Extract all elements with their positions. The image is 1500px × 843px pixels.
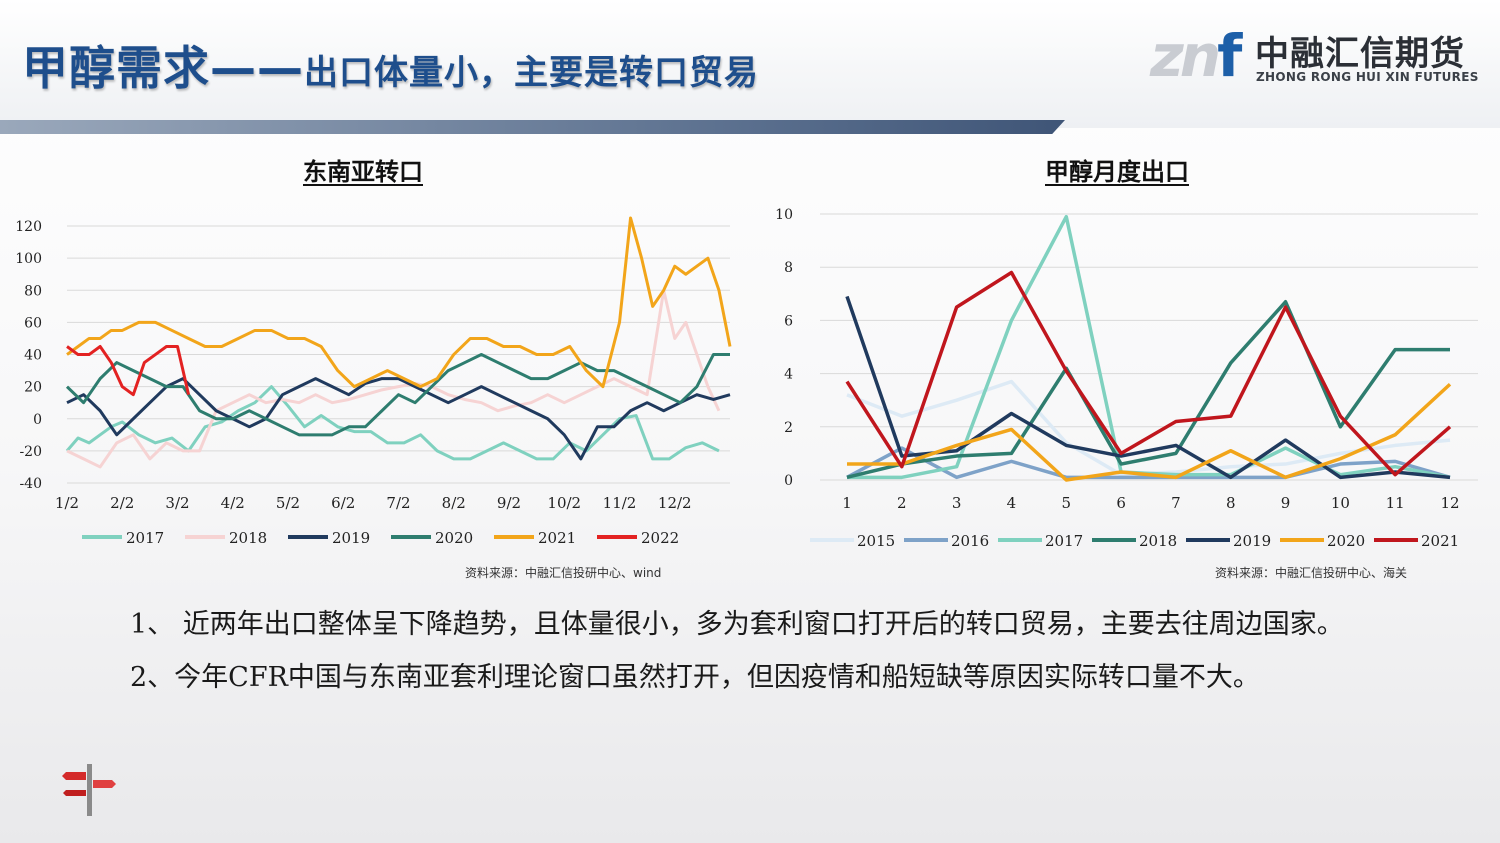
- y-tick-label: 120: [15, 219, 42, 235]
- left-chart: -40 -20 0 20 40 60 80 100 120 1/2 2/2 3/2 4/2 5/2 6/2 7…: [15, 216, 732, 547]
- legend-label: 2015: [857, 532, 895, 550]
- slide-title-sub: 出口体量小，主要是转口贸易: [304, 53, 759, 93]
- x-tick-label: 3: [952, 494, 962, 512]
- y-tick-label: 0: [33, 412, 42, 428]
- series-line-2017: [65, 385, 720, 461]
- bullet-text: 1、 近两年出口整体呈下降趋势，且体量很小，多为套利窗口打开后的转口贸易，主要去…: [130, 598, 1400, 704]
- company-logo: znf 中融汇信期货 ZHONG RONG HUI XIN FUTURES: [1150, 14, 1480, 94]
- y-tick-label: 100: [15, 251, 42, 267]
- logo-icon: znf: [1150, 22, 1242, 90]
- x-tick-label: 8: [1226, 494, 1236, 512]
- y-tick-label: 40: [24, 348, 42, 364]
- header-stripe: [0, 120, 1065, 134]
- x-tick-label: 9: [1281, 494, 1291, 512]
- legend-label: 2020: [435, 529, 473, 547]
- slide-title: 甲醇需求——出口体量小，主要是转口贸易: [22, 32, 759, 102]
- right-chart-title: 甲醇月度出口: [1045, 158, 1189, 186]
- x-tick-label: 12/2: [658, 494, 692, 512]
- x-tick-label: 6: [1116, 494, 1126, 512]
- x-tick-label: 4/2: [221, 494, 245, 512]
- y-tick-label: 80: [24, 283, 42, 299]
- legend-label: 2019: [1233, 532, 1271, 550]
- x-tick-label: 6/2: [331, 494, 355, 512]
- series-line-2015: [846, 379, 1451, 477]
- series-line-2019: [845, 295, 1451, 480]
- y-tick-label: -40: [19, 476, 42, 492]
- logo-en-text: ZHONG RONG HUI XIN FUTURES: [1256, 70, 1479, 84]
- legend-label: 2020: [1327, 532, 1365, 550]
- x-tick-label: 5/2: [276, 494, 300, 512]
- y-tick-label: 0: [784, 473, 793, 489]
- series-line-2020: [65, 353, 730, 437]
- slide-title-main: 甲醇需求——: [22, 41, 304, 95]
- x-tick-label: 2/2: [110, 494, 134, 512]
- series-line-2018: [846, 300, 1450, 480]
- x-tick-label: 7: [1171, 494, 1181, 512]
- bullet-2: 2、今年CFR中国与东南亚套利理论窗口虽然打开，但因疫情和船短缺等原因实际转口量…: [130, 662, 1260, 693]
- y-tick-label: 8: [784, 260, 793, 276]
- y-tick-label: 10: [775, 207, 793, 223]
- header-bar: [0, 0, 1500, 128]
- legend-label: 2021: [538, 529, 576, 547]
- x-tick-label: 5: [1061, 494, 1071, 512]
- x-tick-label: 2: [897, 494, 907, 512]
- legend-label: 2017: [1045, 532, 1083, 550]
- y-tick-label: 2: [784, 420, 793, 436]
- series-line-2020: [847, 382, 1452, 482]
- series-line-2021: [66, 216, 732, 389]
- x-tick-label: 11: [1386, 494, 1405, 512]
- legend-label: 2021: [1421, 532, 1459, 550]
- signpost-icon: [62, 764, 116, 816]
- x-tick-label: 10: [1331, 494, 1350, 512]
- x-tick-label: 11/2: [603, 494, 637, 512]
- x-tick-label: 7/2: [386, 494, 410, 512]
- y-tick-label: 20: [24, 380, 42, 396]
- series-line-2019: [66, 377, 731, 461]
- y-tick-label: 60: [24, 315, 42, 331]
- x-tick-label: 1: [842, 494, 852, 512]
- y-tick-label: 4: [784, 367, 793, 383]
- x-tick-label: 9/2: [497, 494, 521, 512]
- x-tick-label: 4: [1007, 494, 1017, 512]
- legend-label: 2018: [1139, 532, 1177, 550]
- y-tick-label: 6: [784, 313, 793, 329]
- legend-label: 2016: [951, 532, 989, 550]
- left-chart-title: 东南亚转口: [303, 158, 423, 186]
- left-chart-source: 资料来源：中融汇信投研中心、wind: [465, 566, 662, 580]
- series-line-2022: [66, 345, 191, 397]
- legend-label: 2022: [641, 529, 679, 547]
- y-tick-label: -20: [19, 444, 42, 460]
- series-line-2018: [66, 288, 721, 469]
- series-line-2021: [845, 270, 1452, 477]
- logo-cn-text: 中融汇信期货: [1255, 34, 1465, 74]
- legend-label: 2017: [126, 529, 164, 547]
- x-tick-label: 8/2: [442, 494, 466, 512]
- x-tick-label: 10/2: [547, 494, 581, 512]
- series-line-2016: [846, 446, 1451, 480]
- x-tick-label: 1/2: [55, 494, 79, 512]
- x-tick-label: 12: [1440, 494, 1459, 512]
- bullet-1: 1、 近两年出口整体呈下降趋势，且体量很小，多为套利窗口打开后的转口贸易，主要去…: [130, 609, 1344, 640]
- legend-label: 2019: [332, 529, 370, 547]
- right-chart-source: 资料来源：中融汇信投研中心、海关: [1215, 566, 1408, 580]
- x-tick-label: 3/2: [165, 494, 189, 512]
- legend-label: 2018: [229, 529, 267, 547]
